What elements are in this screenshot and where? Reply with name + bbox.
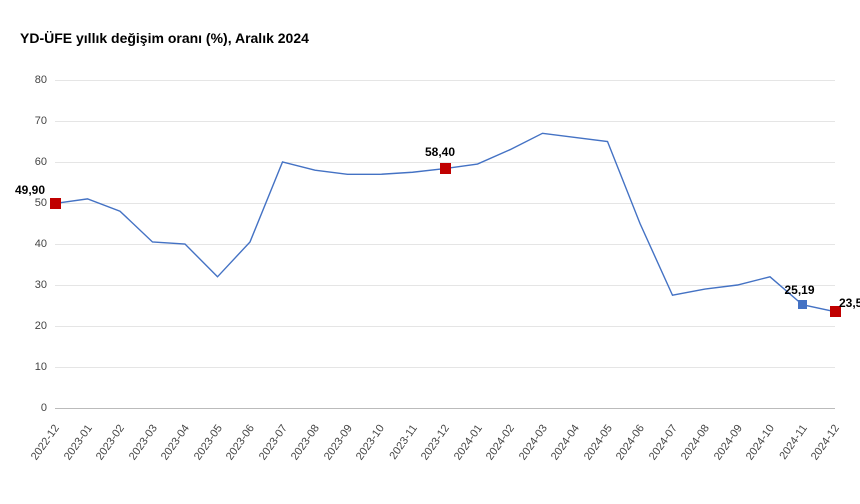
data-marker bbox=[440, 163, 451, 174]
data-label: 23,50 bbox=[839, 296, 860, 310]
data-line bbox=[55, 133, 835, 311]
line-chart: YD-ÜFE yıllık değişim oranı (%), Aralık … bbox=[0, 0, 860, 504]
chart-svg bbox=[0, 0, 860, 504]
data-label: 25,19 bbox=[785, 283, 815, 297]
data-label: 49,90 bbox=[15, 183, 45, 197]
data-marker bbox=[50, 198, 61, 209]
data-marker bbox=[798, 300, 807, 309]
data-label: 58,40 bbox=[425, 145, 455, 159]
